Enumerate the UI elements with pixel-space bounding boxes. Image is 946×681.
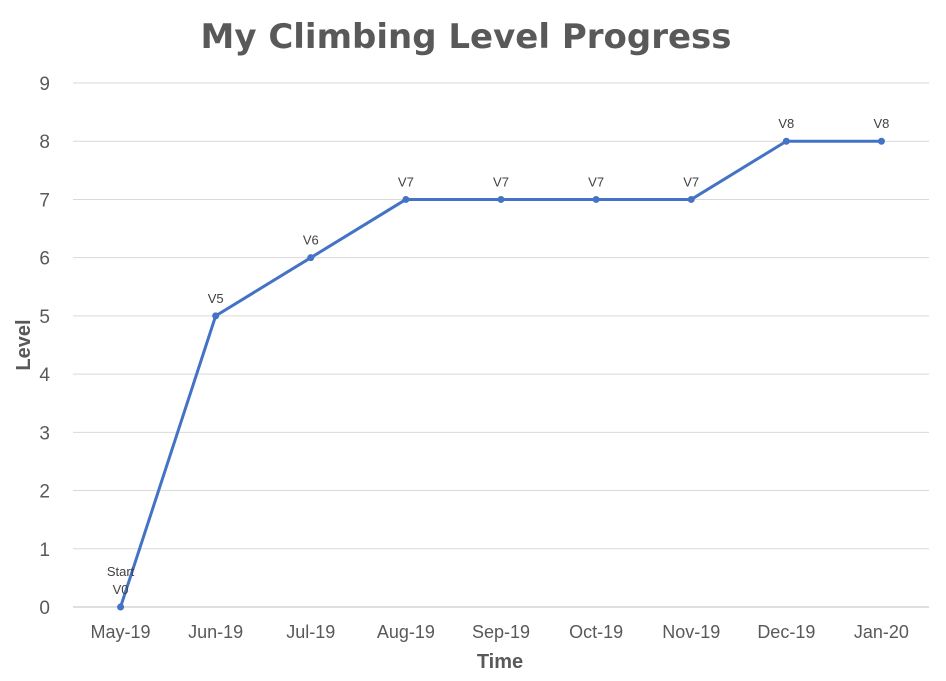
- series: [117, 137, 885, 611]
- x-tick-label: Jun-19: [188, 622, 243, 642]
- y-tick-label: 1: [39, 540, 50, 561]
- data-label: V8: [778, 116, 794, 131]
- y-tick-label: 3: [39, 423, 50, 444]
- y-tick-label: 9: [39, 74, 50, 95]
- y-tick-labels: 0 1 2 3 4 5 6 7 8 9: [39, 74, 50, 619]
- y-tick-label: 0: [39, 598, 50, 619]
- data-point: [402, 195, 410, 203]
- y-tick-label: 8: [39, 132, 50, 153]
- x-tick-label: Jul-19: [286, 622, 335, 642]
- data-point: [782, 137, 790, 145]
- data-label: V7: [493, 174, 509, 189]
- x-tick-labels: May-19 Jun-19 Jul-19 Aug-19 Sep-19 Oct-19 Nov-…: [91, 622, 909, 642]
- x-tick-label: Oct-19: [569, 622, 623, 642]
- data-point: [687, 195, 695, 203]
- y-tick-label: 2: [39, 482, 50, 503]
- chart-title: My Climbing Level Progress: [200, 17, 731, 57]
- data-point: [307, 254, 315, 262]
- data-point: [592, 195, 600, 203]
- data-label: V7: [398, 174, 414, 189]
- data-label: V7: [588, 174, 604, 189]
- x-tick-label: Sep-19: [472, 622, 530, 642]
- data-point: [877, 137, 885, 145]
- y-tick-label: 5: [39, 307, 50, 328]
- data-point: [117, 603, 125, 611]
- x-tick-label: Dec-19: [757, 622, 815, 642]
- data-labels: Start V0 V5 V6 V7 V7 V7 V7 V8 V8: [107, 116, 890, 597]
- x-tick-label: Aug-19: [377, 622, 435, 642]
- y-tick-label: 7: [39, 190, 50, 211]
- x-tick-label: May-19: [91, 622, 151, 642]
- x-tick-label: Jan-20: [854, 622, 909, 642]
- y-axis-title: Level: [13, 319, 35, 370]
- x-tick-label: Nov-19: [662, 622, 720, 642]
- y-tick-label: 6: [39, 249, 50, 270]
- data-label: V8: [873, 116, 889, 131]
- y-tick-label: 4: [39, 365, 50, 386]
- data-label: Start: [107, 564, 135, 579]
- data-point: [212, 312, 220, 320]
- data-point: [497, 195, 505, 203]
- data-label: V0: [113, 582, 129, 597]
- data-label: V5: [208, 291, 224, 306]
- data-label: V6: [303, 233, 319, 248]
- x-axis-title: Time: [477, 651, 523, 673]
- data-label: V7: [683, 174, 699, 189]
- gridlines: [73, 82, 929, 608]
